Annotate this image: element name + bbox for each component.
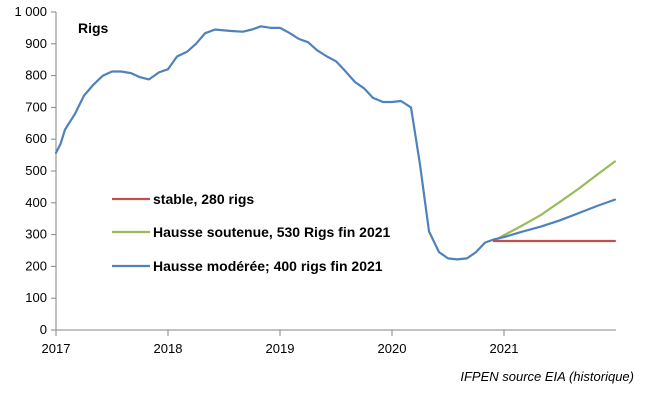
legend-label: Hausse soutenue, 530 Rigs fin 2021 <box>153 224 391 240</box>
legend-label: stable, 280 rigs <box>153 191 254 207</box>
source-note: IFPEN source EIA (historique) <box>460 369 634 384</box>
y-tick-label: 900 <box>25 36 47 51</box>
series-line <box>492 160 616 243</box>
y-tick-label: 100 <box>25 290 47 305</box>
y-axis-ticks: 0 100 200 300 400 500 600 700 800 900 1 000 <box>14 4 56 337</box>
y-tick-label: 300 <box>25 227 47 242</box>
x-tick-label: 2021 <box>490 341 519 356</box>
y-tick-label: 1 000 <box>14 4 47 19</box>
x-tick-label: 2017 <box>42 341 71 356</box>
y-tick-label: 600 <box>25 131 47 146</box>
series-line <box>54 25 616 261</box>
series-layer <box>54 25 616 261</box>
x-axis-ticks: 2017 2018 2019 2020 2021 <box>42 330 519 356</box>
y-tick-label: 700 <box>25 99 47 114</box>
legend-label: Hausse modérée; 400 rigs fin 2021 <box>153 258 383 274</box>
y-tick-label: 500 <box>25 163 47 178</box>
y-tick-label: 400 <box>25 195 47 210</box>
y-tick-label: 0 <box>40 322 47 337</box>
chart-title: Rigs <box>78 20 109 36</box>
y-tick-label: 800 <box>25 68 47 83</box>
x-tick-label: 2019 <box>266 341 295 356</box>
x-tick-label: 2020 <box>378 341 407 356</box>
x-tick-label: 2018 <box>154 341 183 356</box>
y-tick-label: 200 <box>25 258 47 273</box>
legend: stable, 280 rigs Hausse soutenue, 530 Rig… <box>112 191 391 274</box>
